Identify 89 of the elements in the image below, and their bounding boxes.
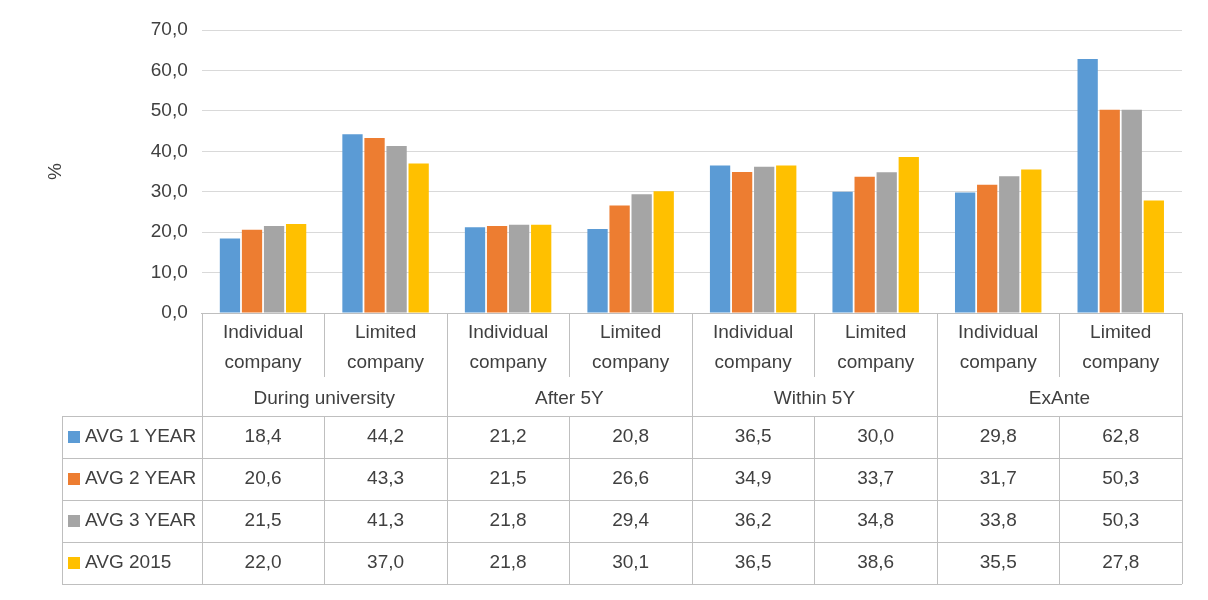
- bar: [342, 134, 363, 313]
- data-label: 30,1: [612, 551, 650, 573]
- data-label: 29,4: [612, 509, 650, 531]
- data-label: 36,5: [734, 551, 772, 573]
- x-tick-label: Individual company: [222, 321, 304, 373]
- bar: [954, 192, 976, 313]
- y-axis-title: %: [43, 162, 65, 180]
- data-label: 27,8: [1102, 551, 1140, 573]
- data-label: 41,3: [367, 509, 405, 531]
- y-tick-label: 30,0: [150, 179, 188, 201]
- data-label: 50,3: [1102, 467, 1140, 489]
- bar: [386, 146, 407, 313]
- data-label: 37,0: [367, 551, 405, 573]
- bar: [1121, 109, 1142, 313]
- data-label: 35,5: [979, 551, 1017, 573]
- x-tick-label: Individual company: [713, 321, 794, 373]
- bar: [999, 176, 1020, 313]
- data-label: 21,2: [489, 425, 527, 447]
- bar: [1099, 109, 1120, 313]
- data-label: 33,8: [979, 509, 1017, 531]
- data-label: 43,3: [367, 467, 405, 489]
- data-label: 29,8: [979, 425, 1017, 447]
- bar: [754, 166, 775, 313]
- data-label: 21,8: [489, 551, 527, 573]
- bar: [832, 191, 853, 313]
- bar: [408, 163, 429, 313]
- bar: [1077, 59, 1098, 313]
- bar: [508, 224, 530, 313]
- y-tick-label: 0,0: [161, 301, 188, 323]
- data-label: 20,8: [612, 425, 650, 447]
- bar: [1021, 169, 1042, 313]
- data-label: 36,5: [734, 425, 772, 447]
- bar: [1143, 200, 1164, 313]
- data-label: 44,2: [367, 425, 405, 447]
- data-label: 31,7: [979, 467, 1017, 489]
- text: Within 5Y: [773, 387, 856, 409]
- bar: [464, 227, 486, 313]
- legend-label: AVG 2015: [85, 551, 172, 573]
- x-tick-label: Limited company: [1082, 321, 1160, 373]
- bar: [653, 191, 674, 313]
- data-label: 50,3: [1102, 509, 1140, 531]
- data-label: 20,6: [244, 467, 282, 489]
- data-label: 26,6: [612, 467, 650, 489]
- legend-label: AVG 1 YEAR: [85, 425, 197, 447]
- data-label: 21,8: [489, 509, 527, 531]
- bar: [486, 226, 508, 313]
- legend-label: AVG 2 YEAR: [85, 467, 197, 489]
- text: After 5Y: [535, 387, 604, 409]
- bar: [631, 194, 652, 313]
- bar: [263, 226, 285, 313]
- text: During university: [253, 387, 396, 409]
- x-tick-label: Individual company: [958, 321, 1039, 373]
- x-tick-label: Individual company: [467, 321, 549, 373]
- bar: [219, 238, 241, 313]
- y-tick-label: 10,0: [150, 260, 188, 282]
- bar: [898, 156, 919, 313]
- data-label: 22,0: [244, 551, 282, 573]
- data-label: 30,0: [857, 425, 895, 447]
- bar: [609, 205, 630, 313]
- bar: [531, 224, 552, 313]
- bar: [854, 176, 875, 313]
- data-label: 38,6: [857, 551, 895, 573]
- y-tick-label: 50,0: [150, 99, 188, 121]
- data-label: 33,7: [857, 467, 895, 489]
- data-label: 21,5: [244, 509, 282, 531]
- x-tick-label: Limited company: [837, 321, 915, 373]
- x-tick-label: Limited company: [592, 321, 670, 373]
- data-label: 34,9: [734, 467, 772, 489]
- bar: [709, 165, 731, 313]
- y-tick-label: 70,0: [150, 18, 188, 40]
- data-label: 36,2: [734, 509, 772, 531]
- text: ExAnte: [1028, 387, 1091, 409]
- y-tick-label: 40,0: [150, 139, 188, 161]
- bar: [364, 137, 385, 313]
- data-label: 34,8: [857, 509, 895, 531]
- bar: [776, 165, 797, 313]
- data-label: 62,8: [1102, 425, 1140, 447]
- y-tick-label: 60,0: [150, 58, 188, 80]
- data-label: 21,5: [489, 467, 527, 489]
- bar: [285, 224, 307, 313]
- bar: [876, 172, 897, 313]
- bar: [587, 228, 608, 313]
- bar: [241, 229, 263, 313]
- bar: [731, 171, 753, 313]
- legend-label: AVG 3 YEAR: [85, 509, 197, 531]
- bar: [977, 184, 998, 313]
- y-tick-label: 20,0: [150, 220, 188, 242]
- data-label: 18,4: [244, 425, 282, 447]
- x-tick-label: Limited company: [347, 321, 425, 373]
